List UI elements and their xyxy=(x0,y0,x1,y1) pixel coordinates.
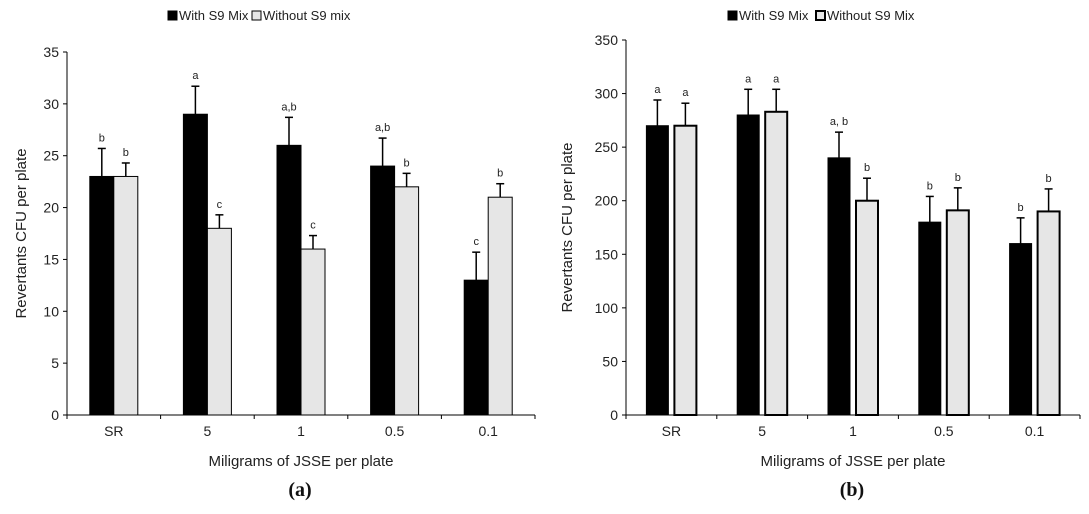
a-bar-without-s9 xyxy=(113,175,139,416)
a-x-tick-label: 0.1 xyxy=(478,423,498,439)
a-x-tick-label: 5 xyxy=(204,423,212,439)
a-x-tick-label: SR xyxy=(104,423,123,439)
b-significance-letter: a, b xyxy=(830,116,848,128)
b-y-axis-title: Revertants CFU per plate xyxy=(559,142,576,312)
a-y-tick-label: 5 xyxy=(51,355,59,371)
b-panel-label: (b) xyxy=(840,479,864,501)
b-x-tick-label: 0.5 xyxy=(934,423,954,439)
a-significance-letter: a,b xyxy=(375,122,390,134)
a-y-tick-label: 0 xyxy=(51,407,59,423)
b-significance-letter: b xyxy=(927,180,933,192)
b-bar-with-s9 xyxy=(736,114,760,416)
b-legend-swatch xyxy=(815,10,826,21)
b-bar-without-s9 xyxy=(945,209,970,416)
b-significance-letter: a xyxy=(682,87,689,99)
b-significance-letter: b xyxy=(1018,202,1024,214)
a-y-tick-label: 15 xyxy=(43,251,59,267)
b-significance-letter: b xyxy=(955,172,961,184)
a-y-tick-label: 20 xyxy=(43,200,59,216)
a-significance-letter: b xyxy=(99,132,105,144)
b-x-tick-label: 5 xyxy=(758,423,766,439)
b-legend-label: Without S9 Mix xyxy=(827,8,915,23)
a-significance-letter: b xyxy=(123,147,129,159)
a-legend-label: With S9 Mix xyxy=(179,8,249,23)
a-y-tick-label: 10 xyxy=(43,303,59,319)
b-bar-with-s9 xyxy=(827,157,851,416)
chart-panel-a: 0 5 10 15 20 25 30 35 SR 5 1 0.5 0.1 b b a c a,b c a,b b c b Mi… xyxy=(13,8,536,501)
a-significance-letter: b xyxy=(404,157,410,169)
a-bar-with-s9 xyxy=(182,113,208,416)
b-legend: With S9 Mix Without S9 Mix xyxy=(727,8,915,23)
b-y-tick-label: 300 xyxy=(595,86,619,102)
b-x-tick-label: 1 xyxy=(849,423,857,439)
a-legend-label: Without S9 mix xyxy=(263,8,351,23)
a-legend-swatch xyxy=(167,10,178,21)
a-bar-without-s9 xyxy=(487,196,513,416)
b-significance-letter: a xyxy=(773,73,780,85)
a-significance-letter: a xyxy=(192,70,199,82)
b-significance-letter: a xyxy=(745,73,752,85)
b-significance-letter: a xyxy=(654,84,661,96)
a-bar-without-s9 xyxy=(394,186,420,416)
a-bar-with-s9 xyxy=(463,279,489,416)
b-bar-with-s9 xyxy=(918,221,942,416)
a-significance-letter: c xyxy=(217,199,223,211)
a-significance-letter: a,b xyxy=(281,101,296,113)
b-x-axis-title: Miligrams of JSSE per plate xyxy=(760,453,945,470)
b-bar-with-s9 xyxy=(645,125,669,416)
b-x-tick-label: SR xyxy=(662,423,681,439)
b-bar-without-s9 xyxy=(1036,210,1061,416)
b-bar-without-s9 xyxy=(764,110,789,417)
a-x-tick-label: 0.5 xyxy=(385,423,405,439)
b-bar-without-s9 xyxy=(855,199,879,416)
a-bar-with-s9 xyxy=(370,165,396,416)
b-significance-letter: b xyxy=(864,162,870,174)
b-bar-with-s9 xyxy=(1009,243,1033,416)
a-legend: With S9 Mix Without S9 mix xyxy=(167,8,351,23)
a-significance-letter: c xyxy=(473,236,479,248)
a-y-axis-title: Revertants CFU per plate xyxy=(13,148,30,318)
b-x-tick-label: 0.1 xyxy=(1025,423,1045,439)
b-y-tick-label: 0 xyxy=(610,407,618,423)
b-y-tick-label: 350 xyxy=(595,32,619,48)
b-significance-letter: b xyxy=(1046,173,1052,185)
b-bar-without-s9 xyxy=(673,124,698,416)
b-y-tick-label: 150 xyxy=(595,246,619,262)
a-bar-without-s9 xyxy=(300,248,326,416)
b-legend-label: With S9 Mix xyxy=(739,8,809,23)
b-y-tick-label: 50 xyxy=(602,353,618,369)
a-legend-swatch xyxy=(251,10,262,21)
a-significance-letter: c xyxy=(310,220,316,232)
a-bar-without-s9 xyxy=(206,227,232,416)
a-bar-with-s9 xyxy=(276,144,302,416)
b-legend-swatch xyxy=(727,10,738,21)
chart-panel-b: 0 50 100 150 200 250 300 350 SR 5 1 0.5 0.1 a a a a a, b b… xyxy=(559,8,1081,501)
a-x-tick-label: 1 xyxy=(297,423,305,439)
a-x-axis-title: Miligrams of JSSE per plate xyxy=(208,453,393,470)
a-y-tick-label: 30 xyxy=(43,96,59,112)
b-y-tick-label: 100 xyxy=(595,300,619,316)
a-y-tick-label: 25 xyxy=(43,148,59,164)
a-panel-label: (a) xyxy=(288,479,311,501)
a-significance-letter: b xyxy=(497,168,503,180)
b-y-tick-label: 250 xyxy=(595,139,619,155)
a-y-tick-label: 35 xyxy=(43,44,59,60)
b-y-tick-label: 200 xyxy=(595,193,619,209)
a-bar-with-s9 xyxy=(89,175,115,416)
